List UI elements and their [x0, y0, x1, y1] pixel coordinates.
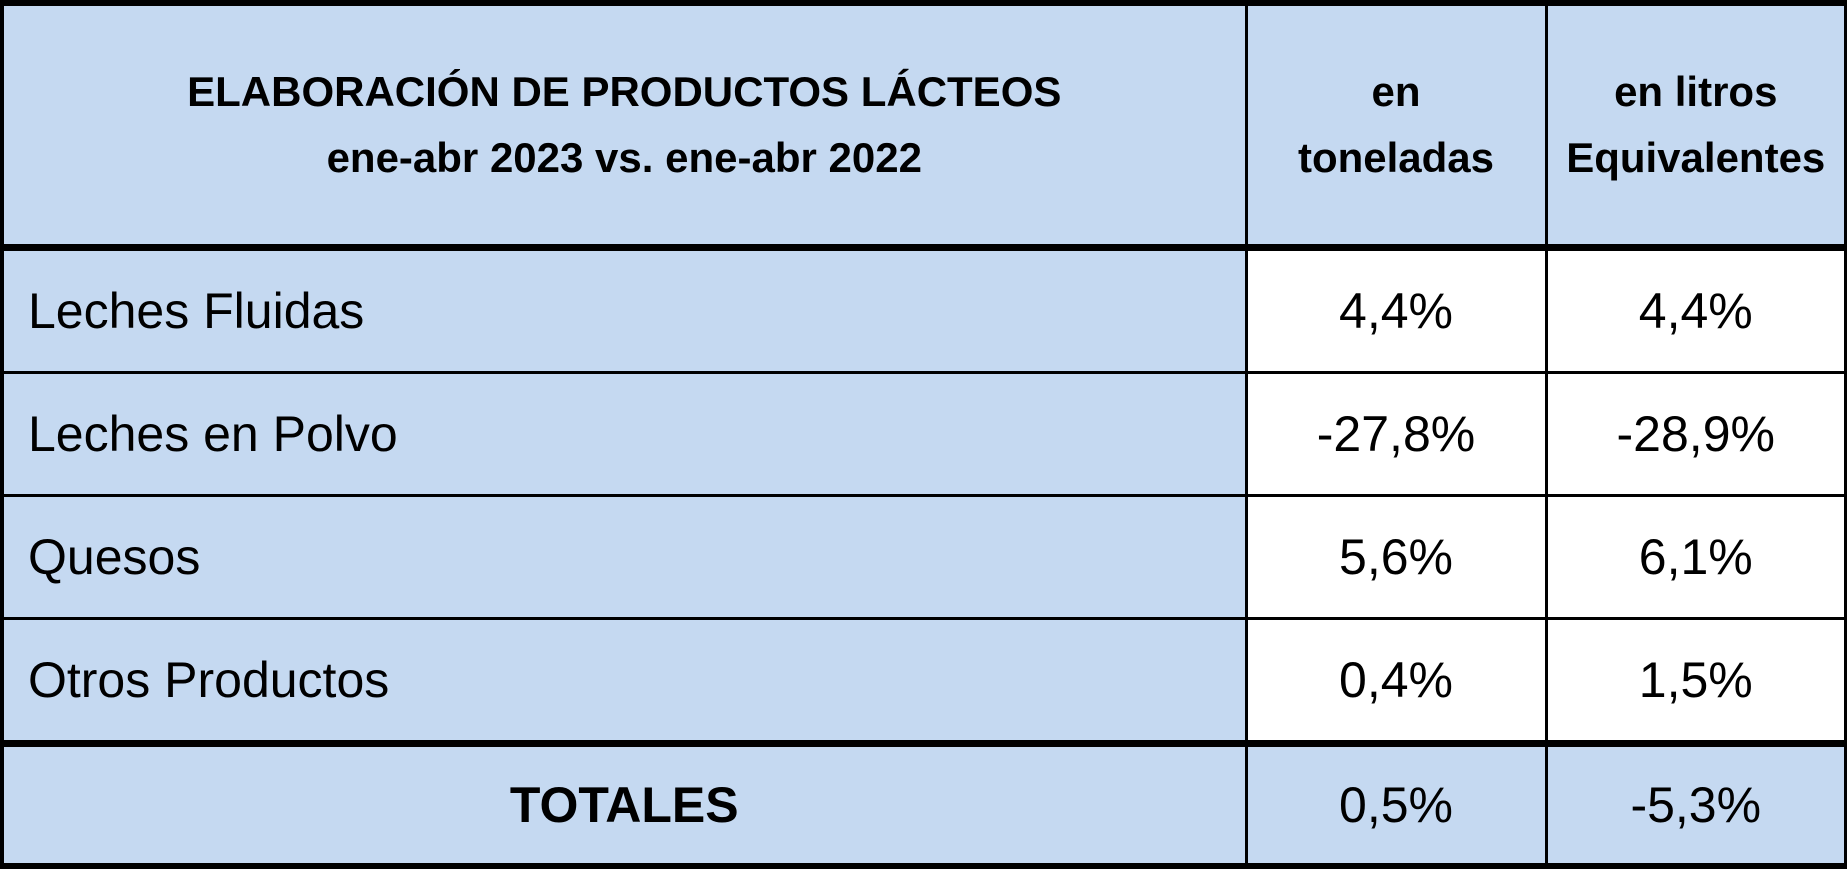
value-toneladas: 0,4%	[1244, 617, 1548, 745]
table-row: Quesos 5,6% 6,1%	[0, 494, 1847, 620]
value-litros: -28,9%	[1544, 371, 1847, 497]
value-toneladas: 4,4%	[1244, 246, 1548, 374]
header-row: ELABORACIÓN DE PRODUCTOS LÁCTEOS ene-abr…	[0, 0, 1847, 251]
row-label: Otros Productos	[0, 617, 1248, 745]
column-header-toneladas: en toneladas	[1244, 0, 1548, 251]
row-label: Leches Fluidas	[0, 246, 1248, 374]
totals-row: TOTALES 0,5% -5,3%	[0, 740, 1847, 869]
column-header-litros-line2: Equivalentes	[1566, 134, 1826, 181]
column-header-toneladas-line2: toneladas	[1297, 134, 1495, 181]
totals-label: TOTALES	[0, 740, 1248, 869]
value-litros: 1,5%	[1544, 617, 1847, 745]
column-header-litros-line1: en litros	[1614, 68, 1778, 115]
totals-toneladas: 0,5%	[1244, 740, 1548, 869]
table-row: Otros Productos 0,4% 1,5%	[0, 617, 1847, 745]
value-litros: 4,4%	[1544, 246, 1847, 374]
table-row: Leches en Polvo -27,8% -28,9%	[0, 371, 1847, 497]
row-label: Leches en Polvo	[0, 371, 1248, 497]
table-subtitle: ene-abr 2023 vs. ene-abr 2022	[326, 134, 922, 181]
table-row: Leches Fluidas 4,4% 4,4%	[0, 246, 1847, 374]
totals-litros: -5,3%	[1544, 740, 1847, 869]
table-title: ELABORACIÓN DE PRODUCTOS LÁCTEOS	[187, 68, 1062, 115]
value-toneladas: 5,6%	[1244, 494, 1548, 620]
value-toneladas: -27,8%	[1244, 371, 1548, 497]
value-litros: 6,1%	[1544, 494, 1847, 620]
table-title-cell: ELABORACIÓN DE PRODUCTOS LÁCTEOS ene-abr…	[0, 0, 1248, 251]
column-header-litros: en litros Equivalentes	[1544, 0, 1847, 251]
column-header-toneladas-line1: en	[1371, 68, 1421, 115]
row-label: Quesos	[0, 494, 1248, 620]
